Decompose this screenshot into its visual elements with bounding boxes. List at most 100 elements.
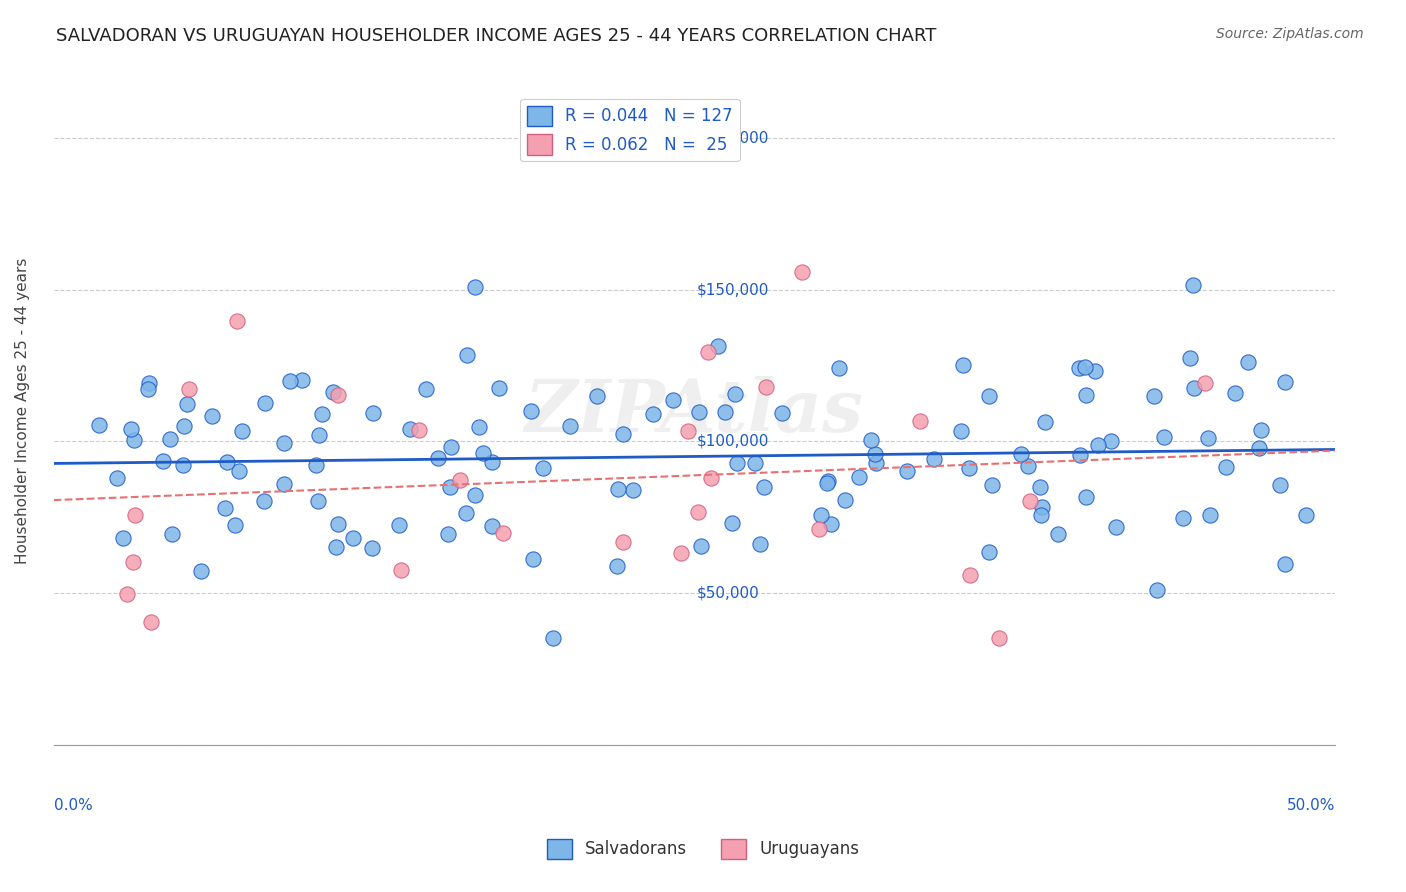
- Point: [748, 537, 770, 551]
- Point: [981, 477, 1004, 491]
- Point: [724, 386, 747, 401]
- Point: [950, 424, 973, 438]
- Point: [606, 559, 628, 574]
- Point: [172, 458, 194, 473]
- Point: [952, 358, 974, 372]
- Text: ZIPAtlas: ZIPAtlas: [524, 376, 863, 447]
- Point: [558, 418, 581, 433]
- Point: [252, 494, 274, 508]
- Point: [744, 456, 766, 470]
- Legend: Salvadorans, Uruguayans: Salvadorans, Uruguayans: [540, 832, 866, 866]
- Point: [105, 470, 128, 484]
- Point: [388, 517, 411, 532]
- Point: [124, 434, 146, 448]
- Point: [815, 476, 838, 491]
- Point: [865, 456, 887, 470]
- Point: [217, 455, 239, 469]
- Legend: R = 0.044   N = 127, R = 0.062   N =  25: R = 0.044 N = 127, R = 0.062 N = 25: [520, 99, 740, 161]
- Point: [531, 461, 554, 475]
- Point: [1035, 415, 1057, 429]
- Point: [1084, 364, 1107, 378]
- Text: $200,000: $200,000: [697, 130, 769, 145]
- Point: [896, 464, 918, 478]
- Point: [226, 314, 249, 328]
- Point: [440, 440, 463, 454]
- Point: [173, 419, 195, 434]
- Point: [908, 414, 931, 428]
- Point: [1249, 441, 1271, 455]
- Point: [464, 488, 486, 502]
- Point: [754, 480, 776, 494]
- Point: [641, 407, 664, 421]
- Point: [136, 382, 159, 396]
- Point: [1017, 458, 1039, 473]
- Point: [690, 539, 713, 553]
- Point: [1046, 526, 1069, 541]
- Point: [488, 381, 510, 395]
- Point: [770, 406, 793, 420]
- Point: [606, 482, 628, 496]
- Y-axis label: Householder Income Ages 25 - 44 years: Householder Income Ages 25 - 44 years: [15, 258, 30, 565]
- Point: [1029, 480, 1052, 494]
- Text: SALVADORAN VS URUGUAYAN HOUSEHOLDER INCOME AGES 25 - 44 YEARS CORRELATION CHART: SALVADORAN VS URUGUAYAN HOUSEHOLDER INCO…: [56, 27, 936, 45]
- Point: [1274, 376, 1296, 390]
- Point: [254, 396, 277, 410]
- Point: [520, 404, 543, 418]
- Text: $100,000: $100,000: [697, 434, 769, 449]
- Point: [437, 526, 460, 541]
- Text: $150,000: $150,000: [697, 282, 769, 297]
- Point: [713, 405, 735, 419]
- Point: [456, 506, 478, 520]
- Point: [160, 527, 183, 541]
- Point: [1146, 582, 1168, 597]
- Point: [307, 494, 329, 508]
- Point: [820, 517, 842, 532]
- Point: [1069, 448, 1091, 462]
- Point: [439, 480, 461, 494]
- Point: [1074, 490, 1097, 504]
- Point: [686, 505, 709, 519]
- Point: [987, 632, 1010, 646]
- Point: [1197, 431, 1219, 445]
- Point: [700, 471, 723, 485]
- Point: [449, 473, 471, 487]
- Point: [159, 433, 181, 447]
- Point: [87, 418, 110, 433]
- Point: [834, 492, 856, 507]
- Point: [863, 447, 886, 461]
- Point: [1153, 430, 1175, 444]
- Point: [308, 428, 330, 442]
- Point: [1173, 511, 1195, 525]
- Point: [463, 279, 485, 293]
- Point: [585, 389, 607, 403]
- Point: [273, 435, 295, 450]
- Point: [1215, 460, 1237, 475]
- Point: [922, 451, 945, 466]
- Point: [612, 535, 634, 549]
- Point: [115, 587, 138, 601]
- Point: [190, 564, 212, 578]
- Point: [112, 531, 135, 545]
- Point: [1268, 478, 1291, 492]
- Point: [361, 541, 384, 555]
- Point: [706, 339, 728, 353]
- Point: [231, 424, 253, 438]
- Point: [1178, 351, 1201, 366]
- Point: [408, 423, 430, 437]
- Point: [179, 382, 201, 396]
- Point: [492, 526, 515, 541]
- Point: [122, 555, 145, 569]
- Point: [1236, 355, 1258, 369]
- Point: [959, 567, 981, 582]
- Point: [389, 563, 412, 577]
- Point: [273, 477, 295, 491]
- Point: [725, 456, 748, 470]
- Point: [399, 422, 422, 436]
- Point: [688, 405, 710, 419]
- Point: [1295, 508, 1317, 523]
- Point: [792, 265, 814, 279]
- Point: [621, 483, 644, 497]
- Point: [612, 427, 634, 442]
- Text: 50.0%: 50.0%: [1286, 798, 1334, 813]
- Point: [662, 392, 685, 407]
